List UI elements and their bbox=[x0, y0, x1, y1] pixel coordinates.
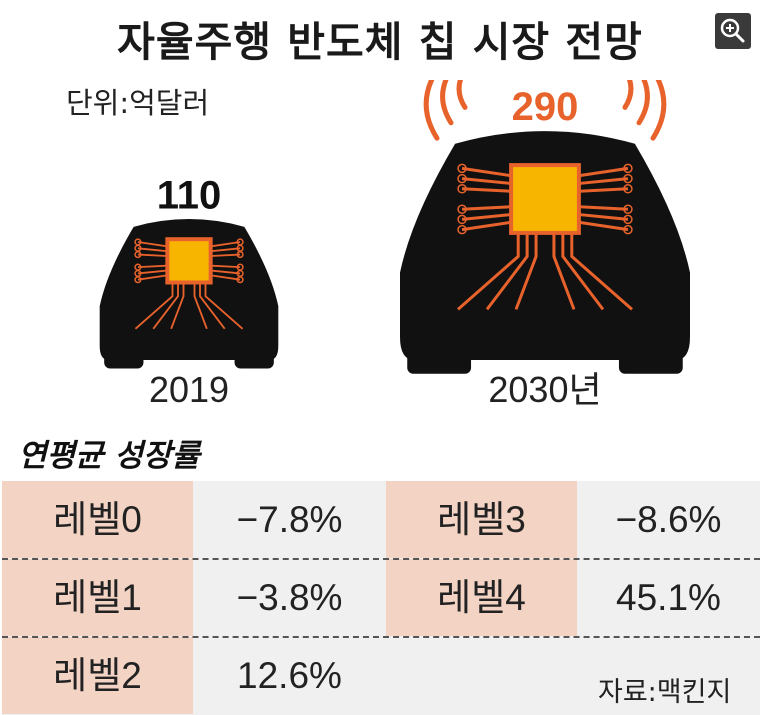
circuit-trace bbox=[576, 177, 629, 186]
car-wheel bbox=[407, 327, 472, 374]
level0-value: −7.8% bbox=[236, 499, 343, 540]
circuit-trace bbox=[461, 187, 514, 193]
circuit-trace bbox=[570, 230, 633, 311]
circuit-trace bbox=[461, 166, 514, 178]
circuit-trace bbox=[134, 280, 174, 330]
car-wheel bbox=[234, 340, 274, 369]
circuit-node bbox=[623, 214, 633, 225]
circuit-trace bbox=[137, 241, 170, 248]
circuit-trace bbox=[561, 230, 605, 311]
circuit-node bbox=[457, 184, 467, 194]
signal-wave bbox=[440, 80, 454, 126]
circuit-node bbox=[236, 250, 244, 259]
circuit-trace bbox=[552, 230, 576, 310]
circuit-trace bbox=[461, 220, 514, 232]
circuit-trace bbox=[170, 280, 185, 330]
level4-label: 레벨4 bbox=[386, 559, 577, 636]
circuit-node bbox=[457, 173, 467, 184]
circuit-trace bbox=[208, 269, 241, 275]
value-label-0: 110 bbox=[157, 173, 222, 217]
car-bar-0 bbox=[99, 219, 279, 369]
circuit-node bbox=[457, 224, 467, 235]
circuit-trace bbox=[208, 264, 241, 269]
circuit-node bbox=[134, 276, 142, 284]
signal-wave bbox=[456, 80, 468, 110]
level1-label: 레벨1 bbox=[2, 559, 193, 636]
circuit-node bbox=[236, 276, 244, 284]
source-label: 자료:맥킨지 bbox=[598, 677, 732, 708]
level4-value: 45.1% bbox=[616, 577, 721, 618]
circuit-node bbox=[457, 163, 467, 174]
signal-wave bbox=[636, 80, 650, 126]
circuit-trace bbox=[461, 177, 514, 186]
unit-label: 단위:억달러 bbox=[66, 86, 210, 120]
level2-label: 레벨2 bbox=[2, 637, 193, 714]
signal-wave bbox=[650, 80, 667, 141]
category-label-1: 2030년 bbox=[488, 369, 601, 410]
circuit-node bbox=[134, 250, 142, 259]
circuit-node bbox=[623, 224, 633, 235]
car-bar-1 bbox=[400, 131, 690, 374]
circuit-trace bbox=[137, 269, 170, 275]
growth-title: 연평균 성장률 bbox=[18, 438, 200, 474]
level2-value: 12.6% bbox=[237, 655, 342, 696]
circuit-trace bbox=[208, 274, 241, 281]
chart-title: 자율주행 반도체 칩 시장 전망 bbox=[117, 18, 643, 66]
circuit-trace bbox=[576, 220, 629, 232]
circuit-trace bbox=[193, 280, 208, 330]
chart-area: 110 2019 290 2030년 bbox=[99, 80, 690, 410]
circuit-node bbox=[457, 214, 467, 225]
circuit-node bbox=[457, 204, 467, 214]
circuit-trace bbox=[137, 253, 170, 258]
growth-table: 레벨0 −7.8% 레벨3 −8.6% 레벨1 −3.8% 레벨4 45.1% … bbox=[2, 481, 760, 715]
circuit-trace bbox=[576, 205, 629, 211]
circuit-trace bbox=[485, 230, 529, 311]
signal-wave bbox=[423, 80, 440, 141]
row-divider bbox=[2, 636, 760, 638]
circuit-trace bbox=[457, 230, 520, 311]
circuit-trace bbox=[137, 247, 170, 253]
category-label-0: 2019 bbox=[149, 369, 229, 410]
zoom-in-icon bbox=[720, 18, 745, 43]
circuit-trace bbox=[576, 212, 629, 221]
signal-wave bbox=[622, 80, 634, 110]
level1-value: −3.8% bbox=[236, 577, 343, 618]
chip-icon bbox=[169, 241, 209, 281]
chip-icon bbox=[513, 167, 577, 231]
circuit-trace bbox=[137, 264, 170, 269]
circuit-trace bbox=[152, 280, 179, 330]
circuit-trace bbox=[461, 212, 514, 221]
circuit-node bbox=[623, 173, 633, 184]
circuit-node bbox=[623, 163, 633, 174]
circuit-trace bbox=[208, 253, 241, 258]
level3-value: −8.6% bbox=[615, 499, 722, 540]
circuit-trace bbox=[461, 205, 514, 211]
circuit-trace bbox=[208, 241, 241, 248]
circuit-trace bbox=[514, 230, 538, 310]
circuit-trace bbox=[199, 280, 226, 330]
circuit-node bbox=[623, 184, 633, 194]
zoom-button[interactable] bbox=[715, 13, 751, 49]
car-wheel bbox=[104, 340, 144, 369]
circuit-trace bbox=[208, 247, 241, 253]
circuit-node bbox=[623, 204, 633, 214]
circuit-trace bbox=[576, 187, 629, 193]
circuit-trace bbox=[137, 274, 170, 281]
circuit-trace bbox=[576, 166, 629, 178]
level0-label: 레벨0 bbox=[2, 481, 193, 558]
circuit-trace bbox=[204, 280, 244, 330]
row-divider bbox=[2, 558, 760, 560]
value-label-1: 290 bbox=[512, 85, 579, 129]
level3-label: 레벨3 bbox=[386, 481, 577, 558]
car-wheel bbox=[618, 327, 683, 374]
